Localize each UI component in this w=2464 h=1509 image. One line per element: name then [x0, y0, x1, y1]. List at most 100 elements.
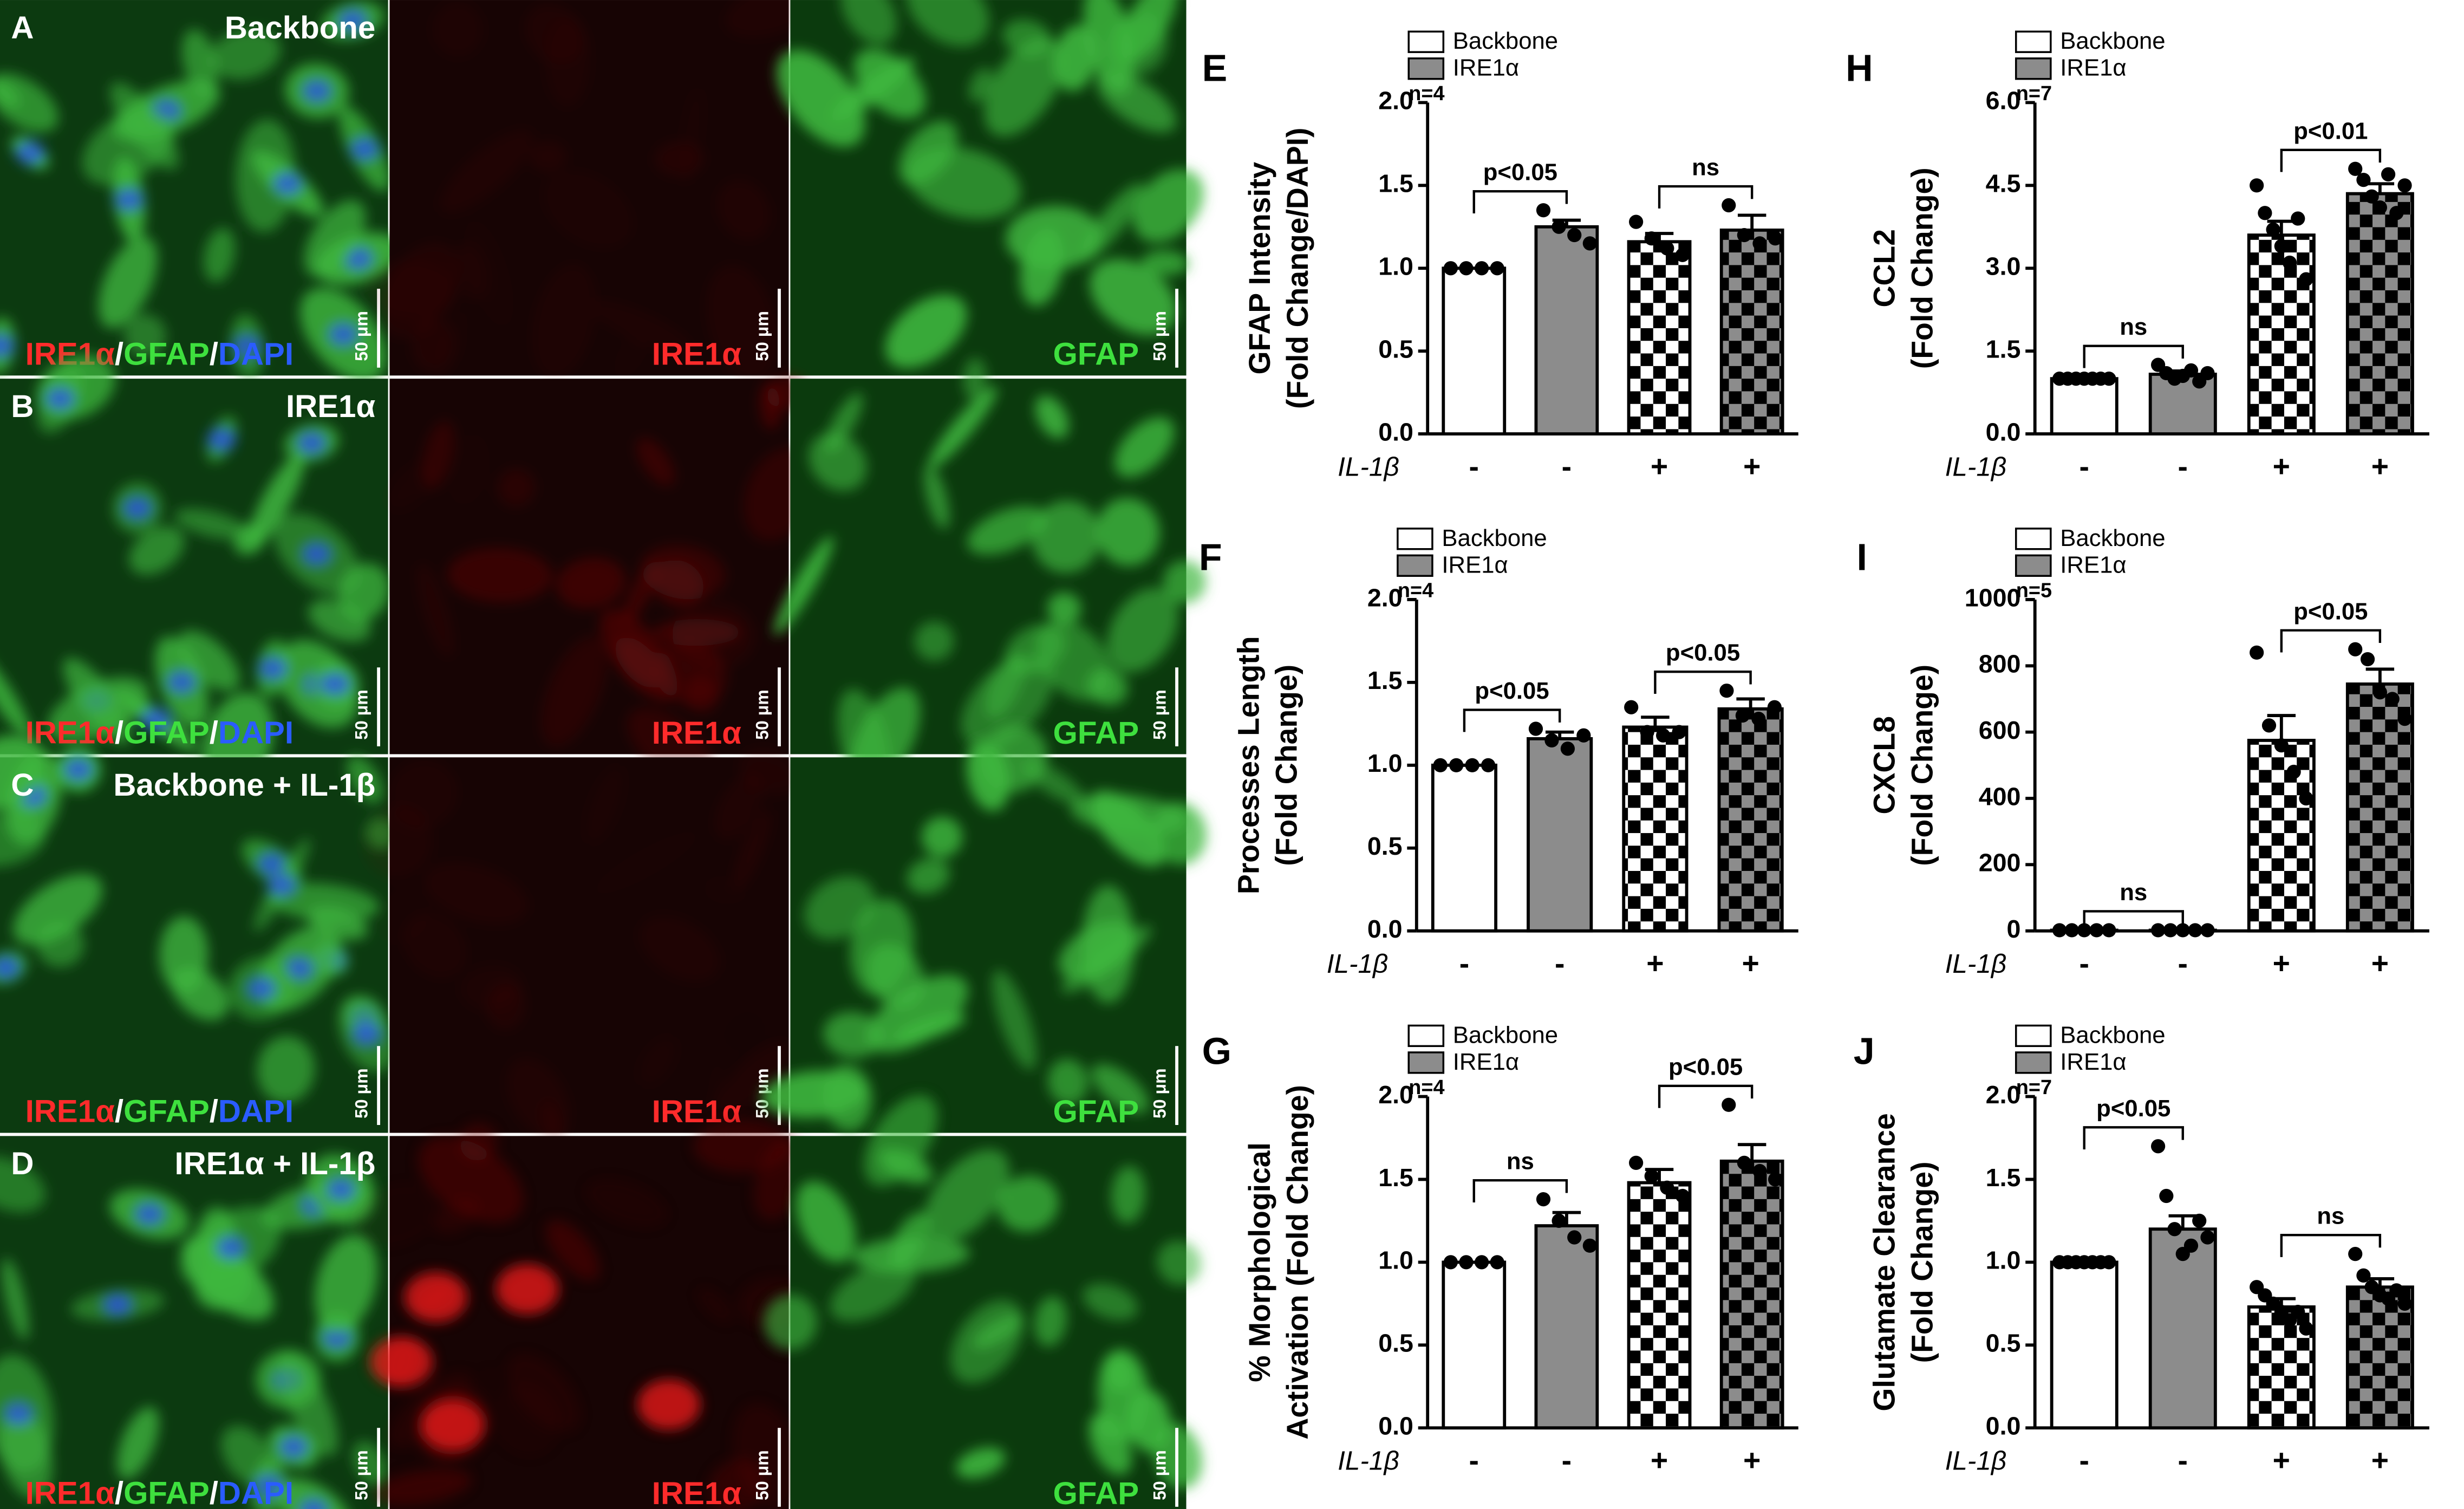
chart: F Processes Length (Fold Change) BackboneIR…: [1199, 525, 1798, 980]
bar: [1719, 1159, 1784, 1430]
panel-letter: I: [1857, 536, 1867, 578]
merge-label: IRE1α/GFAP/DAPI: [25, 1476, 294, 1509]
cell: [1096, 498, 1160, 566]
data-point: [2163, 923, 2178, 938]
cell: [1047, 1058, 1088, 1105]
channel-label: GFAP: [1053, 716, 1139, 751]
nucleus: [123, 497, 152, 519]
x-tick-label: -: [2178, 1443, 2188, 1477]
data-point: [1629, 1155, 1644, 1170]
micrograph: 50 μm IRE1α: [364, 0, 820, 382]
panel-letter: B: [11, 389, 34, 424]
y-tick-label: 2.0: [1986, 1081, 2021, 1109]
channel-label: GFAP: [1053, 1476, 1139, 1509]
cell: [98, 236, 158, 328]
micrograph: 50 μm IRE1α: [354, 1120, 812, 1509]
cell: [459, 1123, 498, 1161]
nucleus: [233, 335, 262, 357]
nucleus: [16, 141, 44, 164]
data-point: [1672, 725, 1686, 739]
cell-bright: [421, 1400, 485, 1451]
cell: [1034, 1296, 1067, 1347]
cell: [47, 677, 149, 743]
bar: [1431, 763, 1497, 933]
cell: [636, 438, 675, 486]
cell: [717, 1042, 791, 1115]
nucleus: [327, 1178, 355, 1201]
panel-title: IRE1α + IL-1β: [174, 1146, 375, 1181]
legend-label: Backbone: [2060, 1022, 2165, 1048]
cell: [923, 1149, 1009, 1243]
cell: [0, 735, 46, 811]
cell: [698, 1287, 733, 1323]
legend-label: Backbone: [1453, 28, 1558, 54]
merge-label-part: /: [115, 337, 123, 372]
x-tick-label: -: [2079, 1443, 2089, 1477]
data-point: [1768, 231, 1783, 246]
merge-label-part: /: [210, 716, 218, 751]
cell: [304, 200, 366, 277]
y-axis-label: Activation (Fold Change): [1281, 1085, 1314, 1440]
comparison-bracket: [2083, 1126, 2184, 1150]
cell: [777, 50, 865, 147]
cell: [866, 944, 924, 1009]
nucleus: [142, 708, 171, 731]
cell: [928, 386, 998, 469]
nucleus: [329, 323, 358, 346]
legend-label: IRE1α: [2060, 55, 2126, 81]
legend-swatch: [2015, 57, 2052, 80]
legend-swatch: [1397, 554, 1433, 577]
nucleus: [258, 657, 288, 680]
merge-label-part: DAPI: [218, 1094, 294, 1129]
data-point: [2356, 1268, 2371, 1283]
legend-label: IRE1α: [1442, 551, 1508, 578]
x-tick-label: -: [2079, 450, 2089, 483]
cell: [759, 382, 781, 430]
data-point: [2151, 1139, 2166, 1154]
comparison-bracket: [1658, 185, 1754, 209]
cell: [825, 393, 863, 453]
bar: [1442, 266, 1507, 436]
data-point: [1536, 1192, 1551, 1207]
cell: [203, 227, 236, 283]
nucleus: [207, 428, 236, 451]
merge-label-part: /: [210, 1476, 218, 1509]
y-axis-label: (Fold Change): [1905, 167, 1939, 369]
bar: [1719, 228, 1784, 436]
panel-title: Backbone + IL-1β: [113, 767, 375, 803]
bar: [2050, 1260, 2118, 1430]
cell: [129, 526, 185, 575]
merge-label-part: DAPI: [218, 1476, 294, 1509]
data-point: [2291, 211, 2305, 226]
cell: [36, 921, 84, 967]
cell: [1151, 802, 1207, 865]
cells: [0, 735, 396, 1103]
data-point: [2397, 178, 2412, 193]
legend-swatch: [1407, 57, 1445, 80]
merge-label-part: DAPI: [218, 337, 294, 372]
comparison-bracket: [2083, 910, 2184, 934]
cell: [418, 1136, 524, 1223]
cell: [525, 4, 584, 64]
panel-title: Backbone: [225, 10, 375, 45]
y-axis-label: Processes Length: [1232, 636, 1266, 894]
panel-letter: H: [1846, 47, 1873, 89]
legend-swatch: [1407, 1024, 1445, 1048]
x-tick-label: -: [1469, 450, 1479, 483]
error-bar: [1552, 1211, 1581, 1226]
data-point: [1660, 241, 1674, 256]
cell: [961, 656, 1054, 748]
y-tick-label: 1.0: [1367, 749, 1403, 777]
cell: [194, 1259, 253, 1310]
cell: [1053, 25, 1097, 92]
merge-label: IRE1α/GFAP/DAPI: [25, 716, 294, 751]
cells: [386, 375, 816, 787]
data-point: [1752, 236, 1767, 251]
y-tick-label: 1.0: [1378, 252, 1413, 281]
cell: [447, 548, 553, 603]
data-point: [2286, 764, 2301, 779]
cell: [714, 775, 762, 840]
micrograph: 50 μm GFAP: [764, 1095, 1203, 1509]
